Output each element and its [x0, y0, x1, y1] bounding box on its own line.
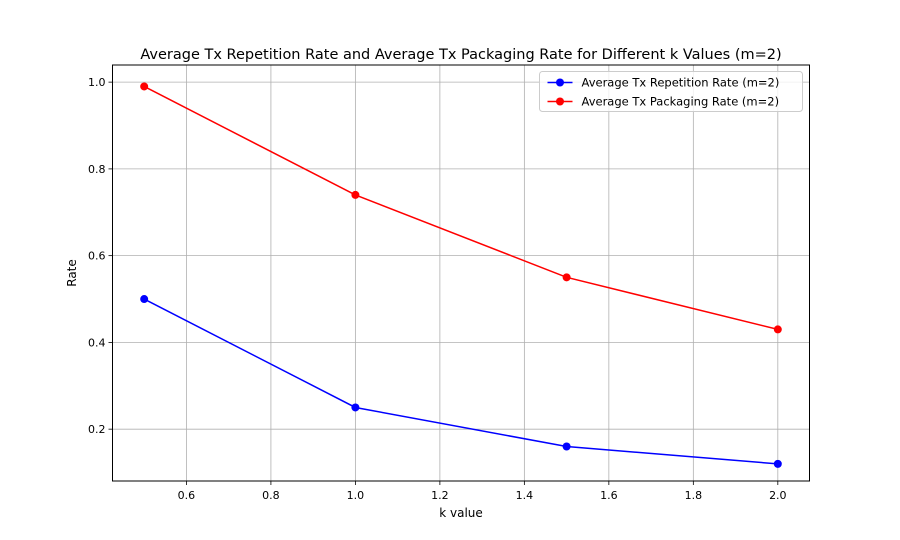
x-tick-label: 1.4	[516, 489, 534, 502]
legend-label-2: Average Tx Packaging Rate (m=2)	[582, 95, 780, 109]
data-point	[562, 273, 571, 282]
chart-title: Average Tx Repetition Rate and Average T…	[140, 47, 781, 63]
data-point	[140, 82, 149, 91]
x-axis-ticks: 0.6 0.8 1.0 1.2 1.4 1.6 1.8 2.0	[178, 481, 787, 502]
x-tick-label: 1.8	[685, 489, 703, 502]
series-line-2	[143, 85, 778, 331]
y-axis-label: Rate	[65, 259, 79, 287]
data-point	[140, 295, 149, 304]
y-tick-label: 0.2	[88, 423, 106, 436]
grid	[112, 65, 810, 481]
data-point	[351, 403, 360, 412]
plot-area-frame	[112, 64, 810, 482]
y-tick-label: 0.8	[88, 163, 106, 176]
x-tick-label: 0.6	[178, 489, 196, 502]
x-tick-label: 1.0	[347, 489, 365, 502]
data-point	[773, 459, 782, 468]
legend-marker-1	[556, 78, 564, 87]
x-tick-label: 2.0	[769, 489, 787, 502]
x-tick-label: 1.6	[600, 489, 618, 502]
y-tick-label: 0.4	[88, 336, 106, 349]
data-point	[351, 190, 360, 199]
legend-box	[539, 71, 803, 112]
series-line-1	[143, 298, 778, 465]
x-tick-label: 1.2	[431, 489, 449, 502]
data-point	[562, 442, 571, 451]
x-tick-label: 0.8	[262, 489, 280, 502]
legend-marker-2	[556, 97, 564, 106]
y-tick-label: 1.0	[88, 76, 106, 89]
legend-label-1: Average Tx Repetition Rate (m=2)	[582, 76, 780, 90]
legend: Average Tx Repetition Rate (m=2) Average …	[539, 71, 803, 112]
y-tick-label: 0.6	[88, 250, 106, 263]
x-axis-label: k value	[439, 506, 483, 520]
data-point	[773, 325, 782, 334]
series-group	[140, 82, 782, 468]
y-axis-ticks: 0.2 0.4 0.6 0.8 1.0	[88, 76, 113, 436]
